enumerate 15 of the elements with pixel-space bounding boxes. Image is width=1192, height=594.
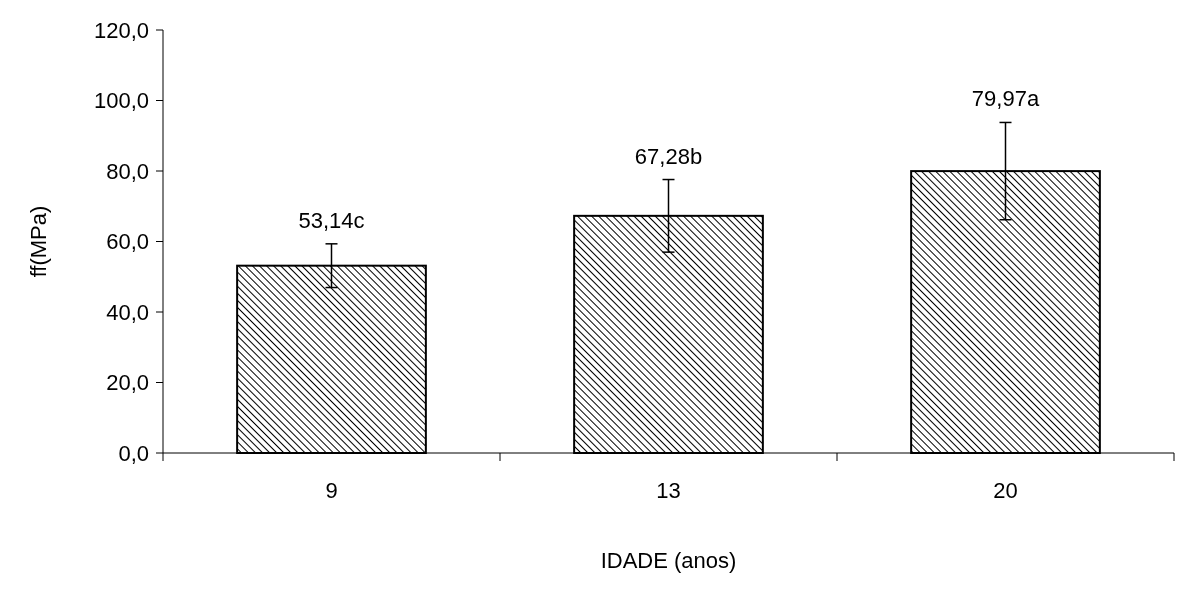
y-tick-label: 80,0	[106, 158, 149, 184]
y-axis-title: ff(MPa)	[26, 205, 51, 278]
data-label: 79,97a	[971, 86, 1040, 112]
data-label: 67,28b	[634, 143, 703, 169]
x-tick-label: 9	[325, 478, 338, 503]
x-tick-label: 20	[993, 478, 1018, 503]
y-tick-label: 20,0	[106, 370, 149, 396]
y-tick-label: 0,0	[118, 440, 149, 466]
y-tick-label: 100,0	[93, 88, 149, 114]
data-label: 53,14c	[298, 207, 365, 233]
y-tick-label: 120,0	[93, 17, 149, 43]
x-axis-title: IDADE (anos)	[600, 548, 737, 573]
y-tick-label: 40,0	[106, 299, 149, 325]
x-tick-label: 13	[656, 478, 681, 503]
y-tick-label: 60,0	[106, 229, 149, 255]
